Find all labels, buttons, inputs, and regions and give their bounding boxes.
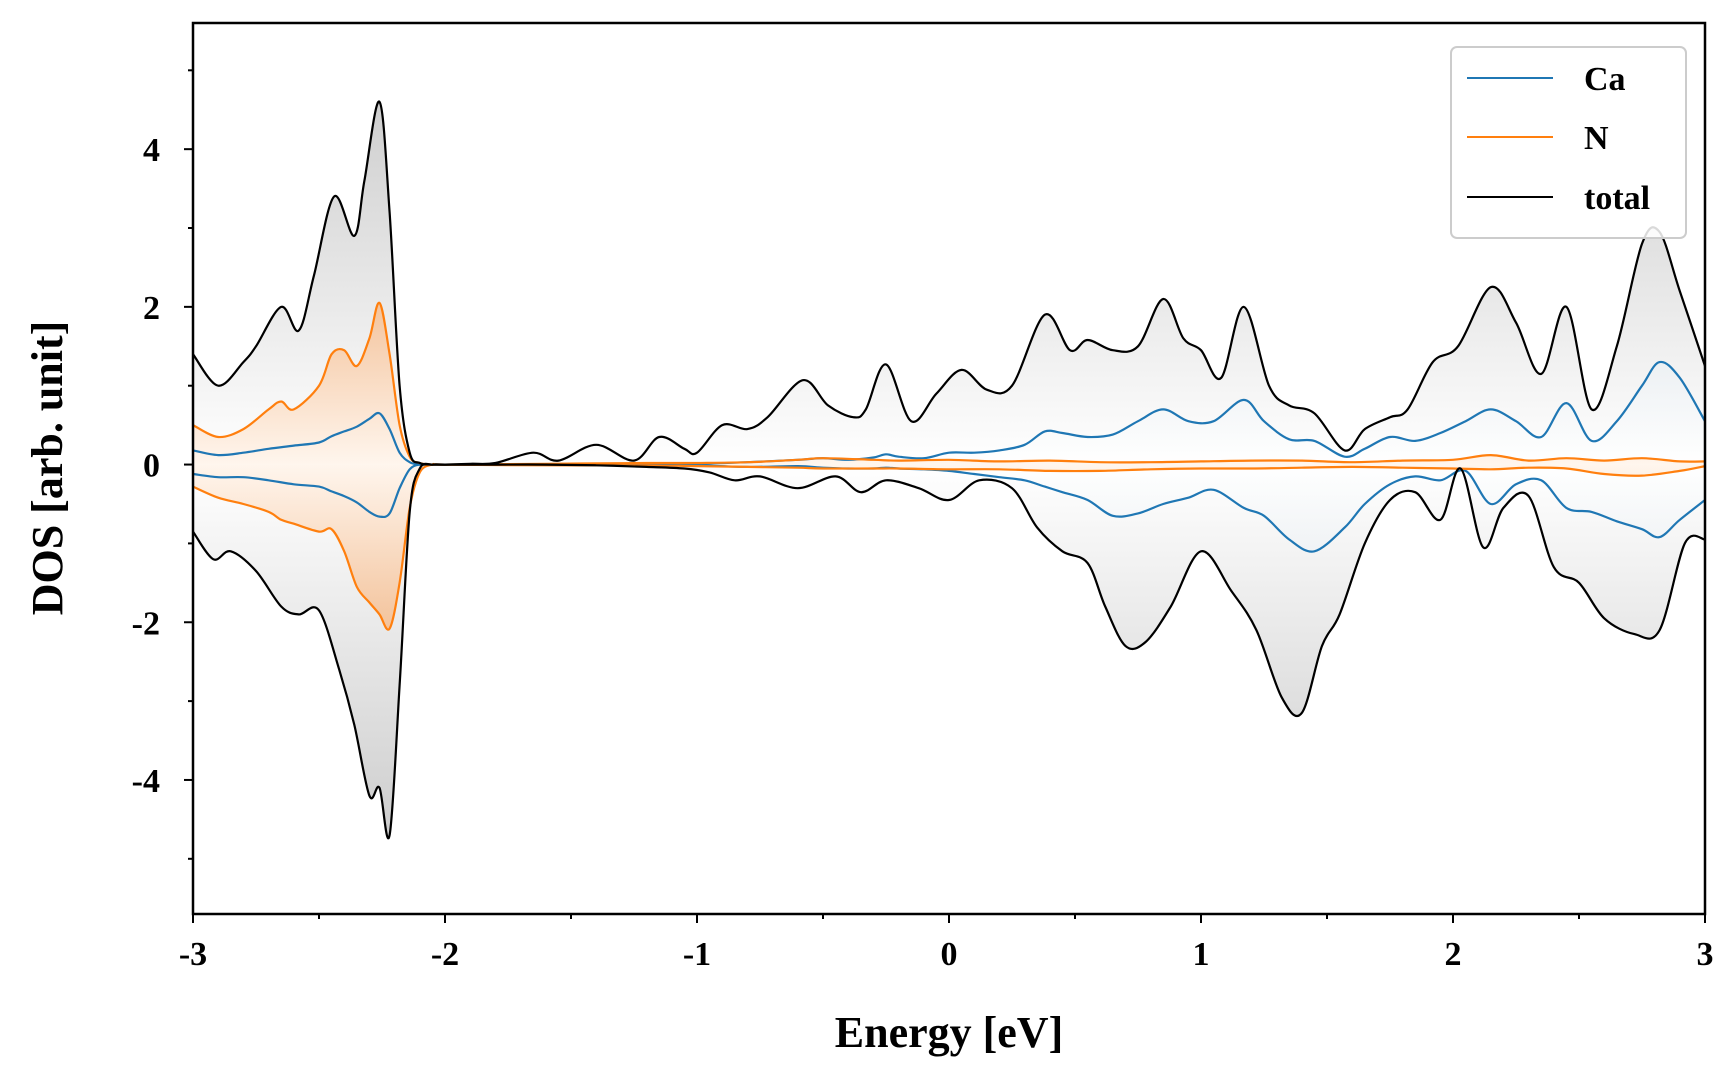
y-tick-label: -4: [132, 763, 160, 800]
series-line-ca-spin-down: [193, 463, 1705, 553]
x-tick-label: 0: [941, 936, 958, 973]
x-tick-label: -2: [431, 936, 459, 973]
legend-box: [1450, 46, 1687, 239]
axes: -3 -2 -1 0 1 2 3 -4 -2 0 2 4: [132, 21, 1714, 973]
fill-n-spin-down: [193, 463, 1705, 630]
fill-n-spin-up: [193, 302, 1705, 465]
y-tick-label: 2: [143, 290, 160, 327]
series-line-n-spin-down: [193, 462, 1705, 631]
legend-label-total: total: [1584, 180, 1650, 217]
series-lines: [193, 100, 1705, 840]
series-line-n-spin-up: [193, 301, 1705, 466]
series-line-total-spin-up: [193, 100, 1705, 466]
area-fills: [193, 101, 1705, 839]
series-line-ca-spin-up: [193, 360, 1705, 466]
fill-total-spin-down: [193, 463, 1705, 839]
y-tick-label: 4: [143, 132, 160, 169]
y-axis-label: DOS [arb. unit]: [23, 321, 72, 616]
x-tick-label: 1: [1193, 936, 1210, 973]
x-tick-label: 3: [1697, 936, 1714, 973]
legend-label-ca: Ca: [1584, 61, 1626, 98]
x-tick-label: -3: [179, 936, 207, 973]
y-tick-label: 0: [143, 448, 160, 485]
y-tick-label: -2: [132, 605, 160, 642]
series-line-total-spin-down: [193, 462, 1705, 840]
x-tick-label: -1: [683, 936, 711, 973]
x-tick-label: 2: [1445, 936, 1462, 973]
legend: Ca N total: [1450, 46, 1687, 239]
legend-label-n: N: [1584, 120, 1609, 157]
fill-ca-spin-down: [193, 464, 1705, 552]
x-axis-label: Energy [eV]: [835, 1008, 1064, 1057]
